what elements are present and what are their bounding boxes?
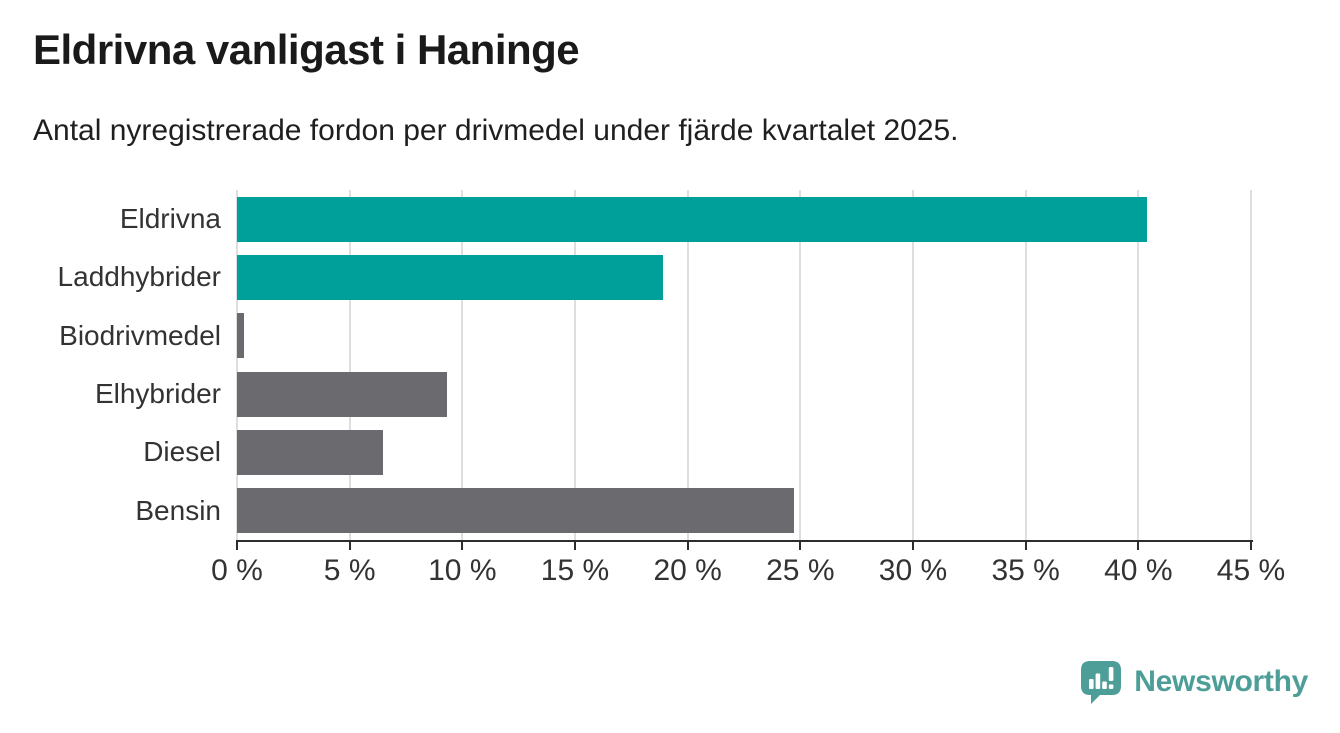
category-label: Elhybrider <box>94 378 221 410</box>
x-axis-tick-label: 30 % <box>878 554 948 587</box>
bar-row-eldrivna: Eldrivna <box>0 190 1251 248</box>
x-axis-tick-label: 40 % <box>1104 554 1173 587</box>
bar-row-elhybrider: Elhybrider <box>0 365 1251 423</box>
x-axis-tick-mark <box>912 542 914 550</box>
category-label: Laddhybrider <box>57 261 221 293</box>
bar-row-laddhybrider: Laddhybrider <box>0 248 1251 306</box>
bar-rows: Eldrivna Laddhybrider Biodrivmedel Elhybrid… <box>0 190 1251 540</box>
newsworthy-logo-icon <box>1081 661 1122 704</box>
bar-track <box>237 482 1251 540</box>
x-axis-tick-mark <box>1137 542 1140 550</box>
gridline-25 <box>799 190 802 540</box>
x-axis-tick-mark <box>799 542 802 550</box>
category-label: Bensin <box>135 494 221 526</box>
gridline-10 <box>461 190 464 540</box>
x-axis-tick-mark <box>461 542 464 550</box>
x-axis-tick-label: 45 % <box>1216 554 1286 587</box>
x-axis-tick-label: 25 % <box>766 554 835 587</box>
bar-track <box>237 307 1251 365</box>
bar-row-bensin: Bensin <box>0 482 1251 540</box>
bar-bensin <box>237 488 794 534</box>
gridline-20 <box>686 190 689 540</box>
bar-track <box>237 423 1251 481</box>
gridline-5 <box>348 190 351 540</box>
bar-row-diesel: Diesel <box>0 423 1251 481</box>
gridline-30 <box>912 190 914 540</box>
bar-row-biodrivmedel: Biodrivmedel <box>0 307 1251 365</box>
bar-laddhybrider <box>237 254 663 300</box>
x-axis-tick-label: 5 % <box>323 554 376 587</box>
x-axis-tick-mark <box>574 542 576 550</box>
x-axis-tick-mark <box>1024 542 1027 550</box>
bar-track <box>237 365 1251 423</box>
bar-diesel <box>237 429 384 475</box>
x-axis-tick-mark <box>236 542 238 550</box>
x-axis-tick-mark <box>686 542 689 550</box>
gridline-45 <box>1250 190 1252 540</box>
x-axis-tick-label: 35 % <box>991 554 1060 587</box>
x-axis-tick-label: 20 % <box>653 554 722 587</box>
x-axis-tick-label: 10 % <box>428 554 497 587</box>
bar-track <box>237 190 1251 248</box>
x-axis-tick-label: 0 % <box>211 554 263 587</box>
bar-track <box>237 248 1251 306</box>
gridline-40 <box>1137 190 1140 540</box>
x-axis-tick-label: 15 % <box>540 554 610 587</box>
bar-elhybrider <box>237 371 447 417</box>
x-axis-line <box>236 540 1253 542</box>
brand-name: Newsworthy <box>1134 665 1308 698</box>
gridline-15 <box>574 190 576 540</box>
plot-area: Eldrivna Laddhybrider Biodrivmedel Elhybrid… <box>0 190 1340 587</box>
category-label: Diesel <box>143 436 221 468</box>
gridline-35 <box>1024 190 1027 540</box>
gridlines <box>236 190 1252 540</box>
gridline-0 <box>236 190 238 540</box>
brand-footer: Newsworthy <box>1078 659 1308 705</box>
chart-subtitle: Antal nyregistrerade fordon per drivmede… <box>33 114 959 147</box>
x-axis-tick-mark <box>348 542 351 550</box>
bar-biodrivmedel <box>237 313 244 359</box>
bar-eldrivna <box>237 196 1148 242</box>
category-label: Biodrivmedel <box>59 319 221 351</box>
category-label: Eldrivna <box>119 203 221 235</box>
chart-title: Eldrivna vanligast i Haninge <box>33 26 580 73</box>
x-axis-tick-mark <box>1250 542 1252 550</box>
